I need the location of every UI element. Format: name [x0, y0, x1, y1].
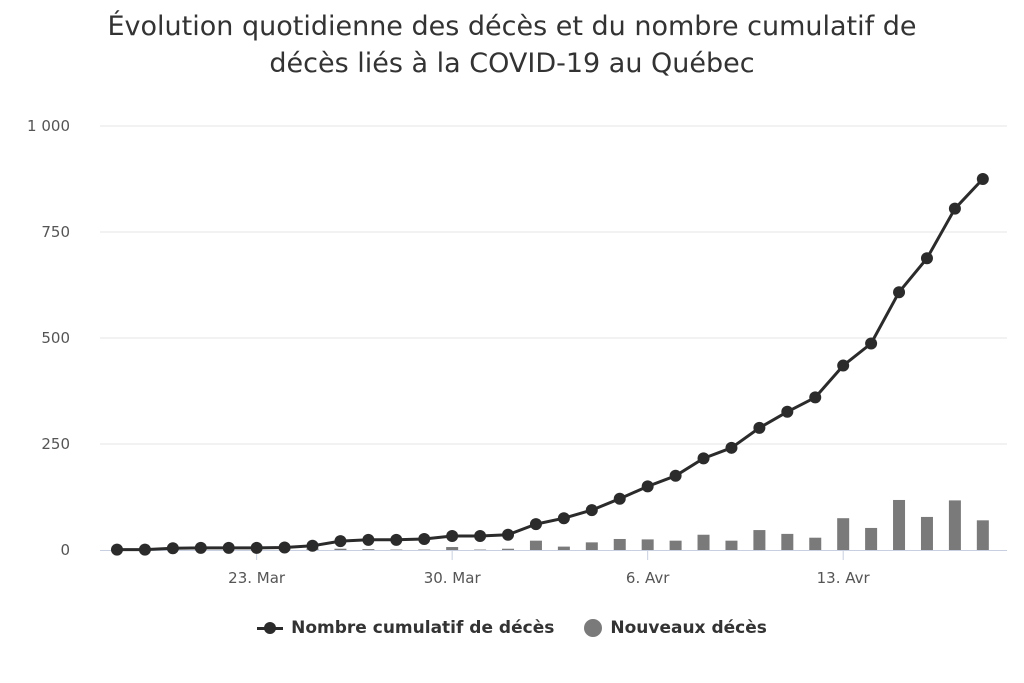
- point-cumulatif[interactable]: [920, 252, 933, 265]
- point-cumulatif[interactable]: [557, 512, 570, 525]
- bar-series-nouveaux-deces: [111, 499, 989, 550]
- chart-title: Évolution quotidienne des décès et du no…: [0, 8, 1024, 82]
- point-cumulatif[interactable]: [893, 286, 906, 299]
- legend-item-cumulatif[interactable]: Nombre cumulatif de décès: [257, 618, 554, 638]
- point-cumulatif[interactable]: [641, 480, 654, 493]
- point-cumulatif[interactable]: [865, 337, 878, 350]
- line-cumulatif: [117, 177, 984, 552]
- y-axis-ticks: 0 250 500 750 1 000: [27, 117, 70, 559]
- bar-nouveaux-deces[interactable]: [920, 516, 933, 550]
- point-cumulatif[interactable]: [362, 533, 375, 546]
- legend-label-nouveaux: Nouveaux décès: [610, 618, 767, 638]
- point-cumulatif[interactable]: [725, 441, 738, 454]
- legend-label-cumulatif: Nombre cumulatif de décès: [291, 618, 555, 638]
- legend-item-nouveaux[interactable]: Nouveaux décès: [584, 618, 767, 638]
- chart-plot: 0 250 500 750 1 000 23. Mar 30. Mar 6. Avr 13. …: [27, 117, 1007, 587]
- y-tick-label: 750: [41, 223, 70, 241]
- y-tick-label: 0: [60, 541, 70, 559]
- point-cumulatif[interactable]: [306, 539, 319, 552]
- legend-dot-marker-icon: [584, 619, 603, 637]
- y-tick-label: 250: [41, 435, 70, 453]
- x-tick-label: 23. Mar: [228, 569, 286, 587]
- point-cumulatif[interactable]: [390, 533, 403, 546]
- chart-title-line-1: Évolution quotidienne des décès et du no…: [107, 11, 917, 42]
- x-tick-label: 30. Mar: [424, 569, 482, 587]
- grid-lines: [100, 125, 1007, 445]
- bar-nouveaux-deces[interactable]: [948, 500, 961, 550]
- point-cumulatif[interactable]: [613, 492, 626, 505]
- point-cumulatif[interactable]: [138, 543, 151, 556]
- point-cumulatif[interactable]: [166, 542, 179, 555]
- bar-nouveaux-deces[interactable]: [502, 548, 515, 550]
- point-cumulatif[interactable]: [529, 518, 542, 531]
- bar-nouveaux-deces[interactable]: [753, 530, 766, 550]
- bar-nouveaux-deces[interactable]: [725, 540, 738, 550]
- y-tick-label: 500: [41, 329, 70, 347]
- bar-nouveaux-deces[interactable]: [669, 540, 682, 550]
- x-tick-label: 13. Avr: [817, 569, 871, 587]
- bar-nouveaux-deces[interactable]: [362, 549, 375, 550]
- point-cumulatif[interactable]: [753, 421, 766, 434]
- x-axis-ticks: 23. Mar 30. Mar 6. Avr 13. Avr: [228, 550, 871, 587]
- point-cumulatif[interactable]: [809, 391, 822, 404]
- point-cumulatif[interactable]: [502, 528, 515, 541]
- point-cumulatif[interactable]: [837, 359, 850, 372]
- bar-nouveaux-deces[interactable]: [334, 548, 347, 550]
- bar-nouveaux-deces[interactable]: [893, 499, 906, 550]
- legend: Nombre cumulatif de décès Nouveaux décès: [0, 618, 1024, 638]
- point-cumulatif[interactable]: [474, 530, 487, 543]
- y-tick-label: 1 000: [27, 117, 70, 135]
- bar-nouveaux-deces[interactable]: [781, 533, 794, 550]
- point-cumulatif[interactable]: [585, 504, 598, 517]
- bar-nouveaux-deces[interactable]: [837, 518, 850, 550]
- legend-line-marker-icon: [257, 621, 284, 635]
- point-cumulatif[interactable]: [111, 543, 123, 556]
- bar-nouveaux-deces[interactable]: [613, 538, 626, 550]
- bar-nouveaux-deces[interactable]: [446, 547, 459, 550]
- point-cumulatif[interactable]: [194, 541, 207, 554]
- bar-nouveaux-deces[interactable]: [697, 534, 710, 550]
- bar-nouveaux-deces[interactable]: [585, 542, 598, 550]
- bar-nouveaux-deces[interactable]: [809, 537, 822, 550]
- x-tick-label: 6. Avr: [626, 569, 670, 587]
- point-cumulatif[interactable]: [781, 405, 794, 418]
- chart-title-line-2: décès liés à la COVID-19 au Québec: [269, 48, 755, 79]
- point-cumulatif[interactable]: [697, 452, 710, 465]
- point-cumulatif[interactable]: [278, 541, 291, 554]
- bar-nouveaux-deces[interactable]: [529, 540, 542, 550]
- point-cumulatif[interactable]: [669, 469, 682, 482]
- point-cumulatif[interactable]: [948, 202, 961, 215]
- bar-nouveaux-deces[interactable]: [557, 546, 570, 550]
- point-cumulatif[interactable]: [250, 541, 263, 554]
- point-cumulatif[interactable]: [446, 530, 459, 543]
- point-cumulatif[interactable]: [222, 541, 235, 554]
- bar-nouveaux-deces[interactable]: [641, 539, 654, 550]
- bar-nouveaux-deces[interactable]: [865, 527, 878, 550]
- bar-nouveaux-deces[interactable]: [976, 520, 989, 550]
- point-cumulatif[interactable]: [334, 535, 347, 548]
- line-series-cumulatif: [111, 173, 989, 556]
- point-cumulatif[interactable]: [976, 173, 989, 185]
- point-cumulatif[interactable]: [418, 532, 431, 545]
